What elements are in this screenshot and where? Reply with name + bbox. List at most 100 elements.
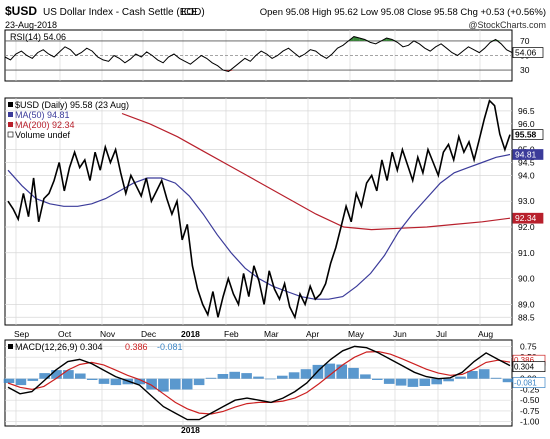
instrument-name: US Dollar Index - Cash Settle (EOD) — [43, 7, 205, 18]
macd-histogram-bar — [431, 378, 442, 385]
price-y-tick-label: 89.0 — [518, 299, 535, 309]
copyright-text: @StockCharts.com — [468, 20, 546, 30]
macd-y-tick-label: -0.25 — [520, 384, 540, 394]
rsi-panel: 30507054.06 — [4, 36, 544, 75]
macd-histogram-bar — [490, 377, 502, 379]
macd-histogram-bar — [3, 378, 15, 383]
price-x-tick-label: Jun — [393, 329, 407, 339]
price-x-tick-label: Nov — [100, 329, 116, 339]
price-x-tick-label: May — [348, 329, 365, 339]
macd-histogram-bar — [75, 373, 86, 379]
symbol-title: $USD — [5, 4, 37, 18]
price-y-tick-label: 96.5 — [518, 106, 535, 116]
ma50-value-tag-box — [512, 149, 544, 160]
histogram-legend-label: -0.081 — [157, 342, 183, 352]
histogram-value-tag: -0.081 — [514, 379, 537, 388]
price-y-tick-label: 91.0 — [518, 248, 535, 258]
macd-histogram-bar — [467, 371, 478, 379]
macd-histogram-bar — [15, 378, 27, 386]
macd-histogram-bar — [360, 374, 371, 379]
macd-histogram-bar — [170, 378, 181, 390]
macd-histogram-bar — [253, 376, 264, 379]
exchange-label: ICE — [181, 7, 198, 18]
macd-histogram-bar — [158, 378, 169, 392]
macd-histogram-bar — [324, 363, 336, 379]
macd-histogram-bar — [27, 378, 39, 381]
rsi-value-tag-box — [512, 47, 544, 58]
price-panel: 88.589.090.091.092.093.094.094.595.096.0… — [5, 99, 544, 322]
volume-legend-swatch — [7, 131, 14, 138]
macd-histogram-bar — [39, 373, 50, 379]
macd-histogram-bar — [336, 364, 347, 379]
rsi-value-tag: 54.06 — [515, 48, 537, 58]
price-x-tick-label: Apr — [306, 329, 319, 339]
macd-y-tick-label: -1.00 — [520, 417, 540, 427]
macd-histogram-bar — [98, 378, 110, 384]
ma50-value-tag: 94.81 — [515, 149, 537, 159]
signal-legend-label: 0.386 — [125, 342, 148, 352]
ma200-value-tag-box — [512, 212, 544, 224]
ma200-line — [121, 112, 511, 231]
macd-y-tick-label: -0.50 — [520, 395, 540, 405]
price-legend-swatch — [8, 102, 13, 107]
price-y-tick-label: 90.0 — [518, 274, 535, 284]
volume-legend-label: Volume undef — [15, 130, 71, 140]
macd-legend-label: MACD(12,26,9) 0.304 — [15, 342, 103, 352]
price-x-tick-label: Jul — [436, 329, 447, 339]
macd-histogram-bar — [241, 373, 252, 379]
signal-value-tag: 0.386 — [514, 356, 535, 365]
macd-histogram-bar — [229, 371, 240, 379]
macd-histogram-bar — [419, 378, 431, 386]
price-y-tick-label: 93.0 — [518, 196, 535, 206]
price-y-tick-label: 88.5 — [518, 312, 535, 322]
price-x-tick-label: Oct — [58, 329, 72, 339]
macd-histogram-bar — [63, 370, 74, 379]
macd-histogram-bar — [407, 378, 419, 387]
price-legend: $USD (Daily) 95.58 (23 Aug) MA(50) 94.81… — [7, 100, 129, 140]
macd-histogram-bar — [181, 378, 193, 390]
price-y-tick-label: 92.0 — [518, 222, 535, 232]
macd-histogram-bar — [193, 378, 205, 386]
macd-legend-swatch — [8, 344, 13, 349]
macd-value-tag: 0.304 — [514, 363, 535, 372]
macd-histogram-bar — [277, 375, 288, 379]
macd-histogram-bar — [265, 378, 276, 380]
close-value-tag-box — [512, 129, 544, 140]
macd-signal-line — [7, 350, 511, 415]
rsi-legend: RSI(14) 54.06 — [10, 32, 66, 42]
macd-histogram-bar — [217, 374, 229, 379]
macd-histogram-bar — [348, 367, 359, 379]
macd-histogram-bar — [288, 372, 300, 379]
price-x-tick-label: Mar — [264, 329, 279, 339]
price-y-tick-label: 96.0 — [518, 119, 535, 129]
macd-histogram-bar — [205, 377, 217, 379]
macd-legend: MACD(12,26,9) 0.304 0.386 -0.081 — [8, 342, 183, 352]
macd-y-tick-label: 0.75 — [520, 341, 537, 351]
price-legend-label: $USD (Daily) 95.58 (23 Aug) — [15, 100, 129, 110]
chart-date: 23-Aug-2018 — [5, 20, 57, 30]
ma50-legend-swatch — [8, 112, 13, 117]
grid-lines: Sep Oct Nov Dec 2018 2018 Feb Mar Apr May Jun Jul Au… — [14, 30, 493, 435]
macd-histogram-bar — [443, 378, 454, 382]
quote-summary: Open 95.08 High 95.62 Low 95.08 Close 95… — [260, 7, 546, 18]
macd-histogram-bar — [383, 378, 395, 384]
ma50-legend-label: MA(50) 94.81 — [15, 110, 70, 120]
macd-histogram-bar — [478, 369, 490, 379]
price-x-tick-label: Aug — [478, 329, 493, 339]
rsi-y-tick-label: 30 — [520, 65, 530, 75]
price-x-tick-label: Sep — [14, 329, 29, 339]
macd-histogram-bar — [51, 370, 62, 379]
price-panel-frame — [4, 97, 513, 326]
price-line — [7, 99, 511, 320]
macd-histogram-bar — [372, 378, 383, 380]
price-x-tick-label: 2018 — [181, 329, 200, 339]
macd-histogram-bar — [502, 378, 514, 383]
close-value-tag: 95.58 — [515, 130, 537, 140]
ma200-legend-label: MA(200) 92.34 — [15, 120, 75, 130]
macd-histogram-bar — [110, 378, 122, 386]
macd-histogram-bar — [395, 378, 407, 386]
macd-x-tick-label: 2018 — [181, 425, 200, 434]
macd-value-tag-box — [512, 361, 546, 373]
rsi-line — [4, 36, 513, 73]
